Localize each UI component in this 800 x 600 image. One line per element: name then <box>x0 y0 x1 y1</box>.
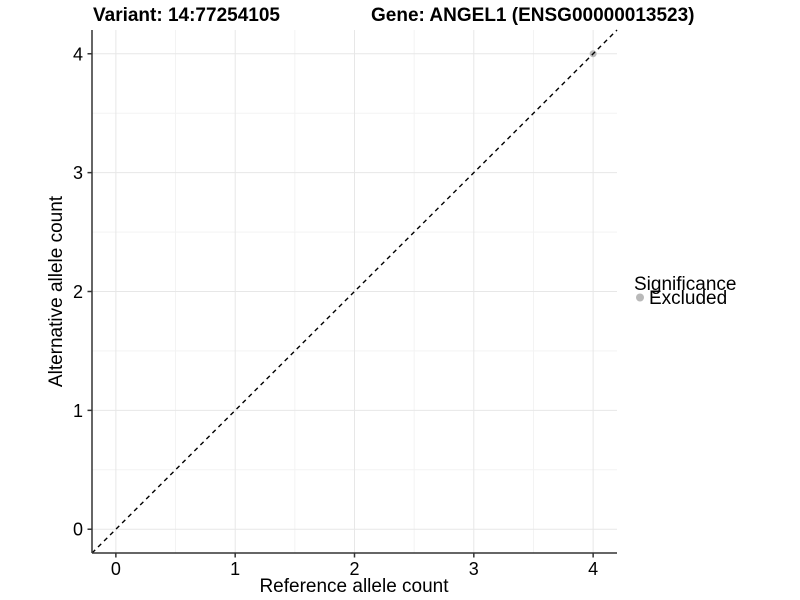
legend-title: Significance <box>634 274 736 295</box>
y-tick-label: 3 <box>73 163 83 183</box>
x-tick-label: 3 <box>469 559 479 579</box>
plot-title-gene: Gene: ANGEL1 (ENSG00000013523) <box>371 5 695 26</box>
x-axis-title: Reference allele count <box>259 576 449 597</box>
x-tick-label: 1 <box>230 559 240 579</box>
y-tick-label: 1 <box>73 401 83 421</box>
tick-labels: 0 1 2 3 4 0 1 2 3 4 <box>73 44 598 579</box>
x-tick-label: 0 <box>111 559 121 579</box>
y-tick-label: 2 <box>73 282 83 302</box>
legend-marker-excluded-icon <box>636 293 644 302</box>
plot-title-variant: Variant: 14:77254105 <box>93 5 280 26</box>
x-tick-label: 2 <box>349 559 359 579</box>
y-tick-label: 4 <box>73 44 83 64</box>
major-gridlines <box>92 30 617 553</box>
legend: Significance Excluded <box>634 274 736 309</box>
x-tick-label: 4 <box>588 559 598 579</box>
y-axis-title: Alternative allele count <box>46 195 67 387</box>
y-tick-label: 0 <box>73 520 83 540</box>
legend-item-excluded-label: Excluded <box>649 288 727 309</box>
tick-marks <box>87 53 594 558</box>
